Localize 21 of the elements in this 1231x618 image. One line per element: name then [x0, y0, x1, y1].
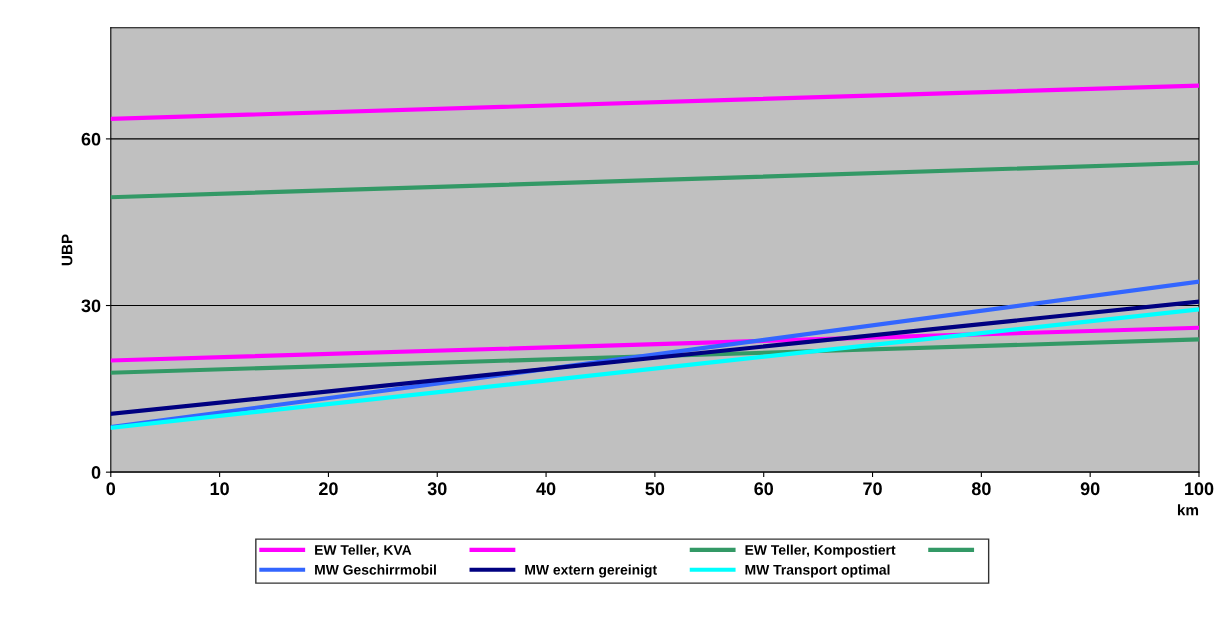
x-tick-label: 50 [645, 482, 665, 496]
x-tick-label: 0 [106, 482, 116, 496]
x-tick-label: 80 [971, 482, 991, 496]
y-axis-title: UBP [61, 234, 73, 266]
x-tick-label: 40 [536, 482, 556, 496]
x-tick-label: 30 [427, 482, 447, 496]
x-tick-label: 10 [210, 482, 229, 496]
x-tick-label: 100 [1185, 482, 1214, 496]
y-tick-label: 0 [91, 466, 101, 479]
legend-label: MW extern gereinigt [525, 564, 657, 578]
legend-label: MW Geschirrmobil [315, 564, 436, 575]
y-tick-label: 30 [81, 299, 101, 313]
x-tick-label: 70 [863, 482, 882, 496]
legend-label: MW Transport optimal [745, 564, 890, 578]
x-tick-label: 20 [319, 482, 338, 496]
x-tick-label: 60 [754, 482, 774, 496]
x-tick-label: 90 [1080, 482, 1100, 496]
x-axis-title: km [1177, 504, 1199, 516]
legend-label: EW Teller, Kompostiert [745, 544, 896, 558]
y-tick-label: 60 [81, 132, 101, 146]
legend-label: EW Teller, KVA [315, 544, 412, 557]
